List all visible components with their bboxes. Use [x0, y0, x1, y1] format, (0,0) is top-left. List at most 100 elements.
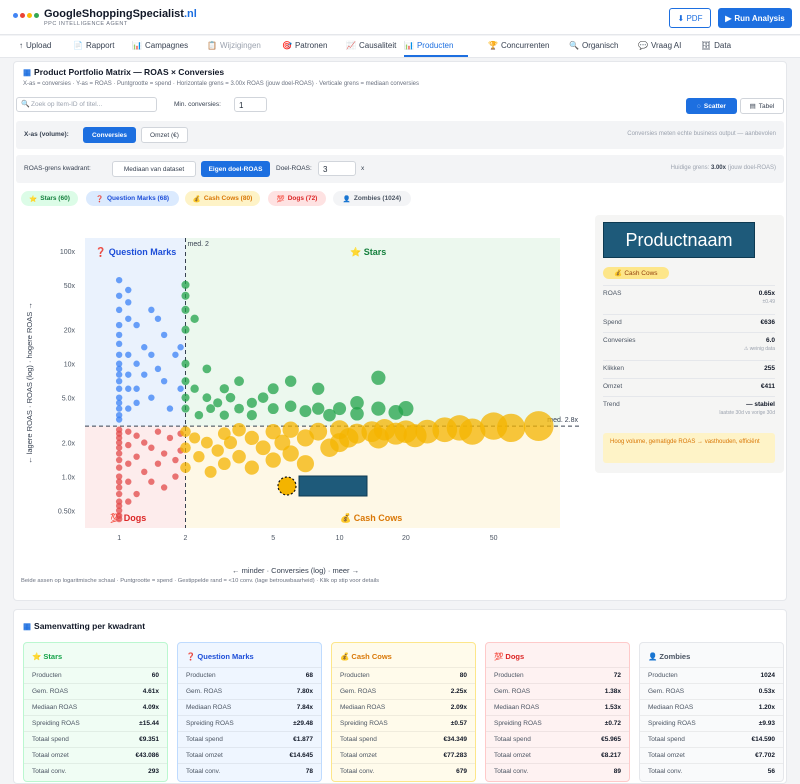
tab-wijzigingen[interactable]: 📋 Wijzigingen [207, 41, 261, 50]
point-cash-cows [180, 462, 191, 473]
tab-concurrenten[interactable]: 🏆 Concurrenten [488, 41, 550, 50]
point-dogs [115, 444, 123, 451]
y-tick-label: 20x [64, 328, 76, 335]
point-dogs [172, 456, 179, 464]
x-tick-label: 2 [184, 535, 188, 542]
doel-roas-unit: x [361, 165, 365, 172]
play-icon: ▶ [725, 13, 732, 23]
xaxis-omzet-button[interactable]: Omzet (€) [141, 127, 188, 143]
point-dogs [133, 432, 140, 439]
summary-row: Mediaan ROAS 1.20x [640, 699, 783, 715]
quadrant-label-stars: ⭐ Stars [350, 246, 386, 257]
tab-organisch[interactable]: 🔍 Organisch [569, 41, 619, 50]
tooltip-row-omzet: Omzet €411 [603, 378, 775, 396]
chip-cash-cows[interactable]: 💰 Cash Cows (80) [185, 191, 260, 206]
product-tooltip: Productnaam 💰 Cash Cows ROAS 0.65x ±0.49 S… [595, 215, 784, 473]
summary-row: Totaal spend €14.590 [640, 731, 783, 747]
point-question-marks [148, 394, 155, 401]
scatter-icon: ◌ [697, 102, 701, 110]
summary-row-label: Gem. ROAS [340, 688, 377, 695]
point-stars [257, 392, 269, 403]
x-tick-label: 20 [402, 535, 410, 542]
point-stars [350, 406, 364, 421]
summary-row-label: Gem. ROAS [494, 688, 531, 695]
tab-causaliteit[interactable]: 📈 Causaliteit [346, 41, 397, 50]
min-conv-input[interactable]: 1 [234, 97, 267, 112]
tab-campagnes[interactable]: 📊 Campagnes [132, 41, 189, 50]
pdf-button[interactable]: ⬇ PDF [669, 8, 711, 28]
y-tick-label: 5.0x [62, 396, 76, 403]
point-stars [225, 392, 236, 403]
chip-dogs[interactable]: 💯 Dogs (72) [268, 191, 326, 206]
point-question-marks [115, 340, 123, 348]
point-question-marks [177, 385, 184, 392]
summary-row-label: Totaal spend [186, 736, 223, 743]
point-stars [398, 401, 414, 417]
point-cash-cows [523, 411, 554, 442]
point-stars [299, 405, 312, 418]
roas-mediaan-button[interactable]: Mediaan van dataset [112, 161, 196, 177]
point-question-marks [125, 385, 132, 392]
summary-row-value: 1.38x [604, 688, 621, 695]
summary-card-question-marks: ❓ Question Marks Producten 68 Gem. ROAS 7.80… [177, 642, 322, 782]
scatter-toggle[interactable]: ◌ Scatter [686, 98, 737, 114]
summary-row: Mediaan ROAS 1.53x [486, 699, 629, 715]
search-icon: 🔍 [569, 41, 579, 50]
summary-row-label: Producten [340, 672, 370, 679]
summary-row: Producten 72 [486, 667, 629, 683]
xaxis-note: Conversies meten echte business output —… [627, 131, 776, 137]
xaxis-label: X-as (volume): [24, 131, 69, 138]
tab-upload[interactable]: ↑ Upload [19, 41, 52, 50]
summary-row: Mediaan ROAS 7.84x [178, 699, 321, 715]
point-question-marks [115, 416, 123, 423]
selected-point [277, 476, 297, 496]
point-dogs [154, 460, 162, 467]
point-stars [181, 359, 190, 368]
point-cash-cows [217, 457, 231, 471]
xaxis-conversies-button[interactable]: Conversies [83, 127, 136, 143]
doel-roas-input[interactable]: 3 [318, 161, 356, 176]
summary-row: Spreiding ROAS ±9.93 [640, 715, 783, 731]
summary-row: Totaal spend €34.349 [332, 731, 475, 747]
summary-row-value: 68 [305, 672, 313, 679]
point-question-marks [160, 377, 168, 385]
summary-row-label: Totaal conv. [648, 768, 683, 775]
tabel-toggle[interactable]: ▤ Tabel [740, 98, 784, 114]
point-dogs [166, 434, 174, 442]
point-cash-cows [244, 430, 259, 446]
point-question-marks [115, 385, 123, 392]
summary-row-label: Totaal spend [340, 736, 377, 743]
summary-row-label: Totaal omzet [340, 752, 377, 759]
hundred-icon: 💯 [276, 195, 285, 203]
tooltip-row-spend: Spend €636 [603, 314, 775, 332]
point-question-marks [141, 344, 148, 351]
roas-eigen-button[interactable]: Eigen doel-ROAS [201, 161, 270, 177]
chip-zombies[interactable]: 👤 Zombies (1024) [333, 191, 411, 206]
x-tick-label: 50 [490, 535, 498, 542]
x-tick-label: 1 [117, 535, 121, 542]
summary-row: Totaal conv. 679 [332, 763, 475, 779]
point-stars [202, 364, 212, 374]
summary-row: Totaal omzet €77.283 [332, 747, 475, 763]
trophy-icon: 🏆 [488, 41, 498, 50]
summary-row-value: 4.61x [142, 688, 159, 695]
summary-row-value: 4.09x [142, 704, 159, 711]
run-analysis-button[interactable]: ▶ Run Analysis [718, 8, 792, 28]
chip-question-marks[interactable]: ❓ Question Marks (68) [86, 191, 179, 206]
summary-card-title: ❓ Question Marks [186, 652, 254, 661]
tab-rapport[interactable]: 📄 Rapport [73, 41, 115, 50]
tab-data[interactable]: 🗄 Data [701, 41, 732, 50]
summary-row-value: 89 [613, 768, 621, 775]
point-question-marks [133, 321, 140, 329]
chip-stars[interactable]: ⭐ Stars (60) [21, 191, 78, 206]
point-dogs [148, 444, 155, 451]
search-input[interactable]: 🔍 Zoek op Item-ID of titel... [16, 97, 157, 112]
summary-row-value: 72 [613, 672, 621, 679]
point-stars [350, 396, 364, 410]
summary-row: Producten 80 [332, 667, 475, 683]
tab-producten[interactable]: 📊 Producten [404, 41, 454, 50]
tab-vraag-ai[interactable]: 💬 Vraag AI [638, 41, 682, 50]
summary-row-value: 7.80x [296, 688, 313, 695]
point-dogs [115, 490, 123, 498]
tab-patronen[interactable]: 🎯 Patronen [282, 41, 328, 50]
